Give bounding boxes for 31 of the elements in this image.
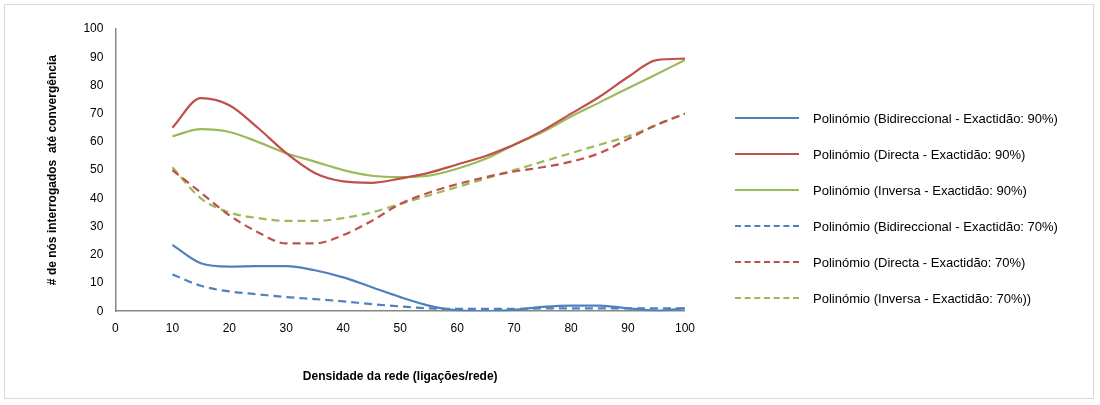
y-tick-label: 30 — [90, 218, 104, 233]
legend-label: Polinómio (Bidireccional - Exactidão: 70%) — [813, 218, 1058, 234]
y-tick-label: 40 — [90, 190, 104, 205]
legend-label: Polinómio (Directa - Exactidão: 70%) — [813, 254, 1026, 270]
legend-label: Polinómio (Bidireccional - Exactidão: 90%) — [813, 110, 1058, 126]
x-tick-label: 90 — [621, 320, 636, 335]
x-tick-label: 60 — [450, 320, 465, 335]
x-tick-label: 30 — [279, 320, 294, 335]
y-tick-label: 60 — [90, 134, 104, 149]
y-tick-label: 100 — [83, 21, 104, 36]
y-tick-label: 10 — [90, 275, 104, 290]
y-tick-label: 80 — [90, 77, 104, 92]
legend-label: Polinómio (Inversa - Exactidão: 70%)) — [813, 290, 1032, 306]
x-tick-label: 70 — [507, 320, 522, 335]
x-tick-label: 40 — [336, 320, 351, 335]
x-tick-label: 0 — [112, 320, 120, 335]
x-axis-title: Densidade da rede (ligações/rede) — [302, 369, 498, 384]
x-tick-label: 50 — [393, 320, 408, 335]
x-tick-label: 100 — [674, 320, 696, 335]
x-tick-label: 10 — [165, 320, 180, 335]
y-tick-label: 90 — [90, 49, 104, 64]
y-axis-title: # de nós interrogados até convergência — [44, 54, 59, 286]
y-tick-label: 0 — [96, 303, 104, 318]
legend-label: Polinómio (Directa - Exactidão: 90%) — [813, 146, 1026, 162]
y-tick-label: 50 — [90, 162, 104, 177]
x-tick-label: 20 — [222, 320, 237, 335]
x-tick-label: 80 — [564, 320, 579, 335]
legend-label: Polinómio (Inversa - Exactidão: 90%) — [813, 182, 1027, 198]
line-series — [171, 112, 685, 245]
y-tick-label: 20 — [90, 247, 104, 262]
y-tick-label: 70 — [90, 105, 104, 120]
